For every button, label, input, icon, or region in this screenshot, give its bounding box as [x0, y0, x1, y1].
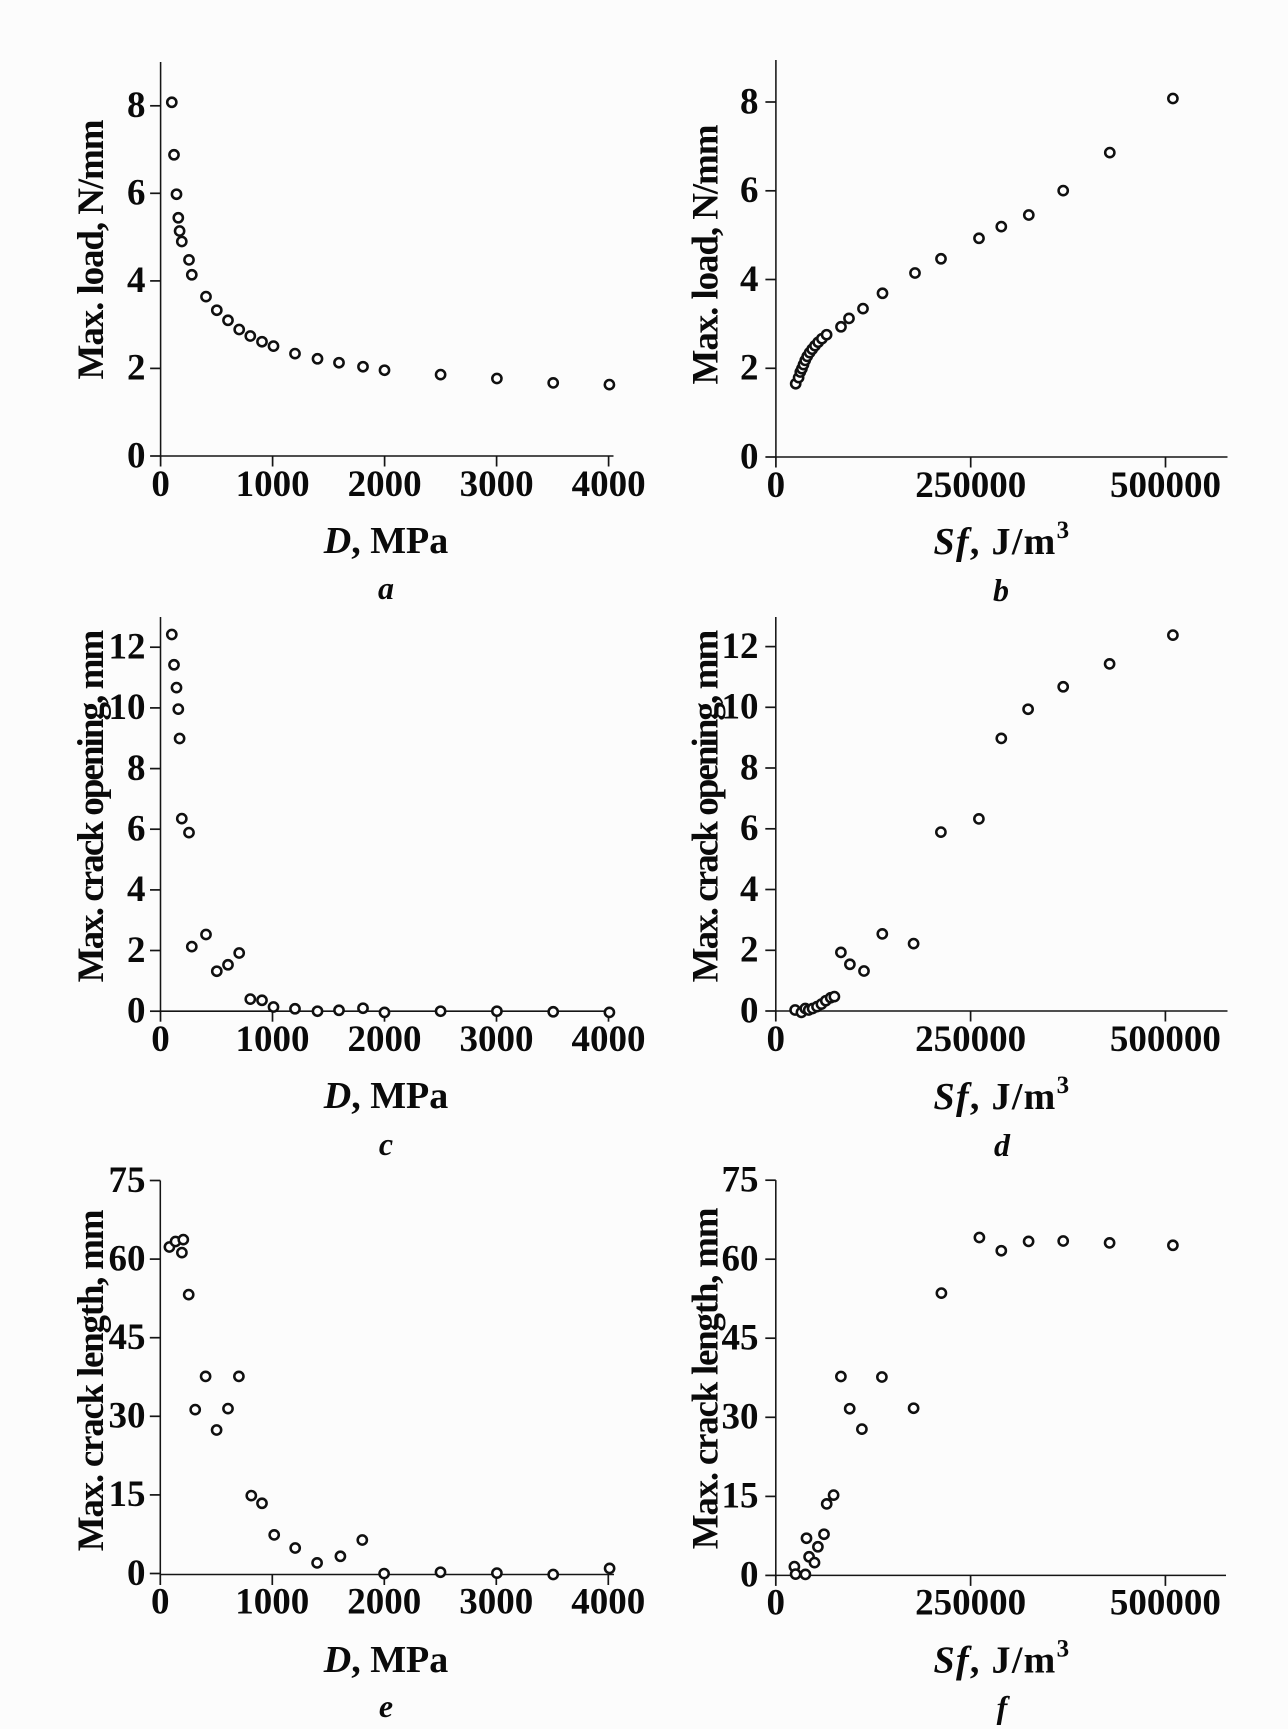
svg-text:6: 6: [127, 809, 146, 850]
svg-text:10: 10: [722, 687, 759, 728]
svg-text:10: 10: [109, 687, 146, 728]
svg-text:250000: 250000: [915, 465, 1026, 506]
svg-text:4: 4: [127, 260, 146, 301]
svg-text:12: 12: [722, 626, 759, 667]
svg-text:D, MPa: D, MPa: [323, 520, 449, 562]
svg-text:Sf, J/m3: Sf, J/m3: [934, 517, 1071, 563]
svg-text:0: 0: [127, 991, 146, 1032]
svg-text:e: e: [379, 1688, 393, 1724]
svg-text:Sf, J/m3: Sf, J/m3: [934, 1636, 1071, 1682]
svg-text:D, MPa: D, MPa: [323, 1639, 449, 1681]
svg-text:15: 15: [109, 1474, 146, 1515]
svg-text:500000: 500000: [1110, 465, 1221, 506]
svg-text:f: f: [997, 1689, 1011, 1725]
svg-text:0: 0: [127, 1553, 146, 1594]
svg-text:0: 0: [151, 464, 170, 505]
svg-text:0: 0: [127, 435, 146, 476]
svg-text:0: 0: [767, 1582, 786, 1623]
svg-text:250000: 250000: [915, 1019, 1026, 1060]
svg-text:4000: 4000: [572, 464, 646, 505]
svg-text:250000: 250000: [915, 1582, 1026, 1623]
svg-text:45: 45: [109, 1317, 146, 1358]
svg-text:0: 0: [151, 1019, 170, 1060]
svg-text:Max. crack opening, mm: Max. crack opening, mm: [71, 630, 112, 983]
svg-text:12: 12: [109, 627, 146, 668]
svg-text:3000: 3000: [459, 1582, 533, 1623]
svg-text:1000: 1000: [236, 1019, 310, 1060]
svg-text:3000: 3000: [460, 464, 534, 505]
svg-text:15: 15: [722, 1476, 759, 1517]
svg-text:b: b: [993, 572, 1009, 608]
svg-text:4000: 4000: [571, 1582, 645, 1623]
svg-text:Max. load, N/mm: Max. load, N/mm: [71, 119, 112, 379]
svg-text:0: 0: [151, 1582, 170, 1623]
svg-text:a: a: [378, 570, 394, 606]
svg-text:8: 8: [127, 748, 146, 789]
svg-text:8: 8: [740, 81, 759, 122]
svg-text:2: 2: [740, 930, 759, 971]
svg-text:500000: 500000: [1110, 1582, 1221, 1623]
svg-text:1000: 1000: [236, 464, 310, 505]
svg-text:60: 60: [722, 1239, 759, 1280]
svg-text:30: 30: [722, 1397, 759, 1438]
svg-text:c: c: [379, 1126, 393, 1162]
svg-text:0: 0: [767, 1019, 786, 1060]
svg-text:75: 75: [109, 1160, 146, 1201]
svg-text:8: 8: [740, 747, 759, 788]
svg-text:0: 0: [740, 990, 759, 1031]
svg-text:Max. crack length, mm: Max. crack length, mm: [71, 1209, 112, 1551]
svg-text:4: 4: [740, 869, 759, 910]
svg-text:4000: 4000: [572, 1019, 646, 1060]
svg-text:Sf, J/m3: Sf, J/m3: [934, 1072, 1071, 1118]
svg-text:Max. crack opening, mm: Max. crack opening, mm: [686, 630, 727, 983]
svg-text:4: 4: [127, 869, 146, 910]
svg-text:0: 0: [740, 436, 759, 477]
svg-text:1000: 1000: [235, 1582, 309, 1623]
svg-text:6: 6: [127, 173, 146, 214]
svg-text:45: 45: [722, 1318, 759, 1359]
svg-text:Max. load, N/mm: Max. load, N/mm: [686, 124, 727, 384]
svg-text:2000: 2000: [348, 464, 422, 505]
svg-text:0: 0: [767, 465, 786, 506]
svg-text:6: 6: [740, 808, 759, 849]
svg-text:3000: 3000: [460, 1019, 534, 1060]
svg-text:60: 60: [109, 1238, 146, 1279]
svg-text:2000: 2000: [347, 1582, 421, 1623]
svg-text:2: 2: [740, 348, 759, 389]
svg-text:6: 6: [740, 170, 759, 211]
svg-text:75: 75: [722, 1160, 759, 1201]
svg-text:8: 8: [127, 85, 146, 126]
svg-text:2: 2: [127, 930, 146, 971]
svg-text:30: 30: [109, 1396, 146, 1437]
svg-text:0: 0: [740, 1555, 759, 1596]
svg-text:2: 2: [127, 348, 146, 389]
svg-text:4: 4: [740, 259, 759, 300]
svg-text:500000: 500000: [1110, 1019, 1221, 1060]
svg-text:D, MPa: D, MPa: [323, 1075, 449, 1117]
svg-text:Max. crack length, mm: Max. crack length, mm: [686, 1207, 727, 1549]
svg-text:d: d: [994, 1127, 1011, 1163]
svg-text:2000: 2000: [348, 1019, 422, 1060]
